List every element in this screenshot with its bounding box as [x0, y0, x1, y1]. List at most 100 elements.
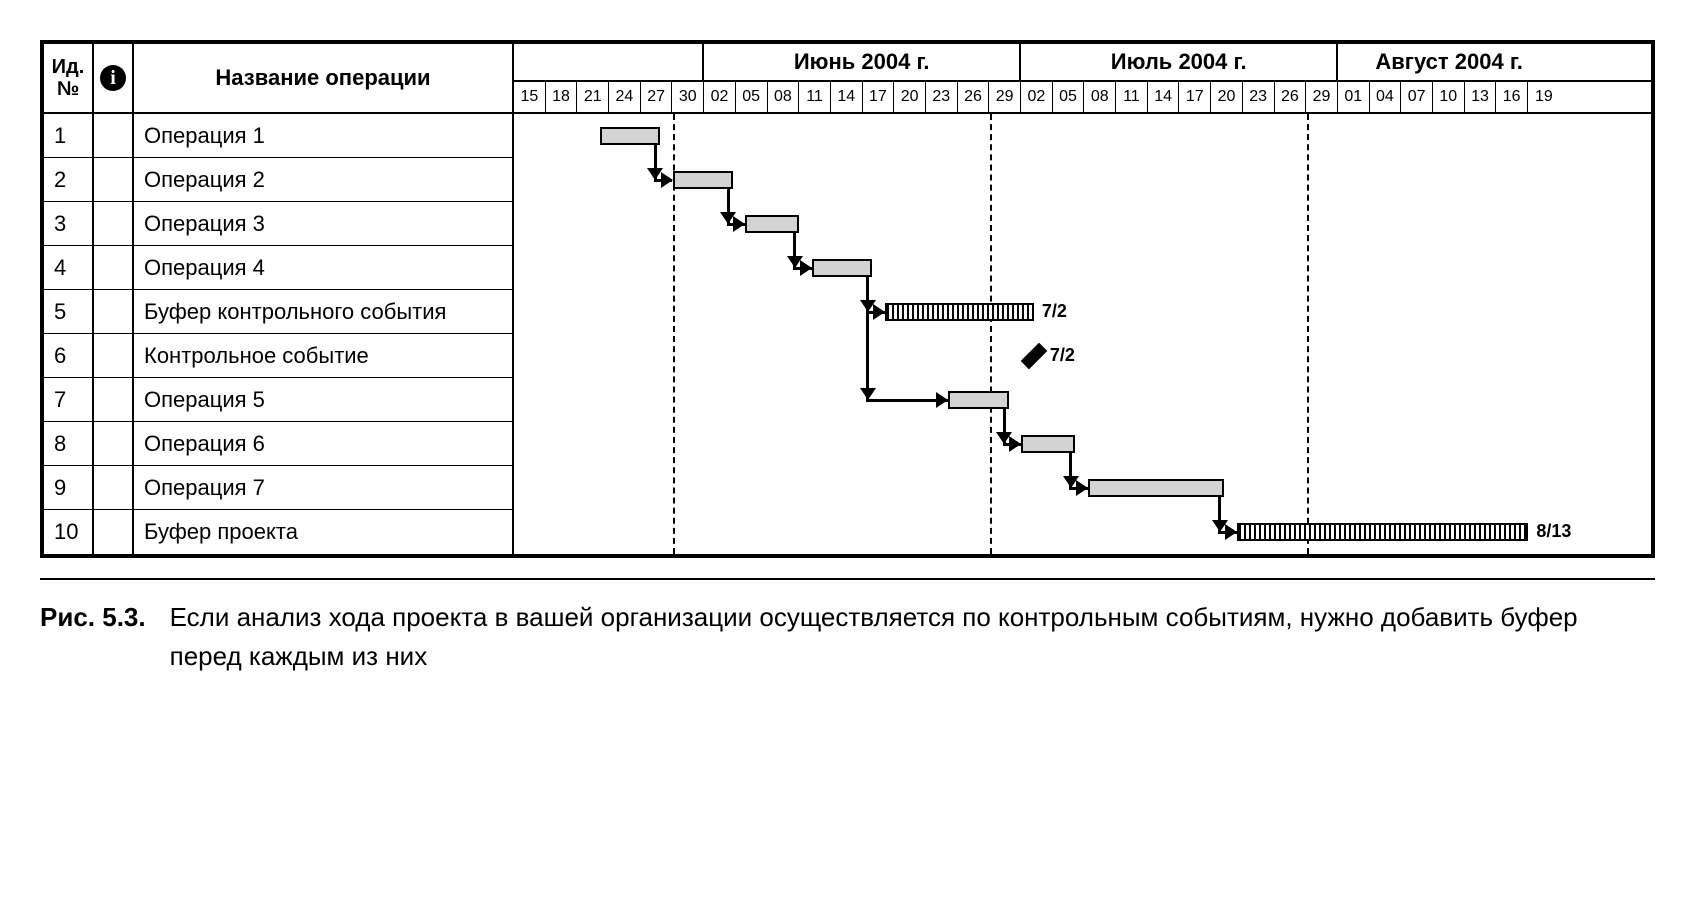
day-cell: 08 — [1084, 82, 1116, 112]
day-cell: 29 — [989, 82, 1021, 112]
day-cell: 29 — [1306, 82, 1338, 112]
day-cell: 10 — [1433, 82, 1465, 112]
cell-info — [94, 466, 134, 509]
cell-id: 10 — [44, 510, 94, 554]
day-cell: 27 — [641, 82, 673, 112]
cell-id: 6 — [44, 334, 94, 377]
cell-id: 1 — [44, 114, 94, 157]
cell-name: Операция 2 — [134, 158, 514, 201]
table-row: 4 Операция 4 — [44, 246, 514, 290]
cell-info — [94, 422, 134, 465]
table-row: 5Буфер контрольного события — [44, 290, 514, 334]
table-row: 6 Контрольное событие — [44, 334, 514, 378]
day-cell: 14 — [1148, 82, 1180, 112]
task-bar — [1088, 479, 1224, 497]
day-cell: 17 — [1179, 82, 1211, 112]
arrow-icon — [1225, 524, 1237, 540]
day-cell: 13 — [1465, 82, 1497, 112]
milestone-label: 7/2 — [1050, 345, 1075, 366]
cell-id: 2 — [44, 158, 94, 201]
day-cell: 21 — [577, 82, 609, 112]
cell-name: Контрольное событие — [134, 334, 514, 377]
day-cell: 05 — [1053, 82, 1085, 112]
task-bar — [812, 259, 872, 277]
day-cell: 23 — [926, 82, 958, 112]
cell-name: Операция 6 — [134, 422, 514, 465]
day-cell: 19 — [1528, 82, 1560, 112]
cell-name: Операция 1 — [134, 114, 514, 157]
chart-area: 7/27/28/13 — [514, 114, 1651, 554]
cell-id: 8 — [44, 422, 94, 465]
table-row: 7 Операция 5 — [44, 378, 514, 422]
chart-panel: 7/27/28/13 — [514, 114, 1651, 554]
bar-label: 7/2 — [1042, 301, 1067, 322]
month-divider — [990, 114, 992, 554]
month-cell: Август 2004 г. — [1338, 44, 1560, 80]
table-row: 8 Операция 6 — [44, 422, 514, 466]
caption-label: Рис. 5.3. — [40, 598, 146, 676]
day-cell: 02 — [1021, 82, 1053, 112]
cell-name: Буфер проекта — [134, 510, 514, 554]
cell-name: Операция 5 — [134, 378, 514, 421]
cell-name: Операция 4 — [134, 246, 514, 289]
arrow-icon — [661, 172, 673, 188]
dependency-link — [866, 275, 869, 400]
day-cell: 14 — [831, 82, 863, 112]
day-cell: 01 — [1338, 82, 1370, 112]
cell-info — [94, 202, 134, 245]
cell-id: 7 — [44, 378, 94, 421]
day-cell: 02 — [704, 82, 736, 112]
month-row: Июнь 2004 г.Июль 2004 г.Август 2004 г. — [514, 44, 1651, 82]
arrow-icon — [733, 216, 745, 232]
milestone — [1021, 343, 1048, 370]
cell-info — [94, 246, 134, 289]
day-cell: 11 — [1116, 82, 1148, 112]
col-name-header: Название операции — [134, 44, 514, 112]
info-icon: i — [100, 65, 126, 91]
table-row: 9Операция 7 — [44, 466, 514, 510]
day-cell: 18 — [546, 82, 578, 112]
cell-name: Операция 3 — [134, 202, 514, 245]
col-info-header: i — [94, 44, 134, 112]
cell-id: 5 — [44, 290, 94, 333]
header: Ид. № i Название операции Июнь 2004 г.Ию… — [44, 44, 1651, 114]
day-cell: 26 — [1275, 82, 1307, 112]
month-cell: Июль 2004 г. — [1021, 44, 1338, 80]
cell-info — [94, 510, 134, 554]
task-table: 1 Операция 1 2 Операция 2 3 Операция 3 4 Операц… — [44, 114, 514, 554]
task-bar — [673, 171, 733, 189]
day-cell: 04 — [1370, 82, 1402, 112]
figure-caption: Рис. 5.3. Если анализ хода проекта в ваш… — [40, 578, 1655, 676]
month-cell — [514, 44, 704, 80]
day-cell: 15 — [514, 82, 546, 112]
cell-id: 3 — [44, 202, 94, 245]
caption-text: Если анализ хода проекта в вашей организ… — [170, 598, 1655, 676]
day-cell: 05 — [736, 82, 768, 112]
day-cell: 20 — [894, 82, 926, 112]
gantt-body: 1 Операция 1 2 Операция 2 3 Операция 3 4 Операц… — [44, 114, 1651, 554]
month-cell: Июнь 2004 г. — [704, 44, 1021, 80]
cell-info — [94, 334, 134, 377]
buffer-bar — [1237, 523, 1529, 541]
table-row: 10 Буфер проекта — [44, 510, 514, 554]
day-row: 1518212427300205081114172023262902050811… — [514, 82, 1651, 112]
cell-info — [94, 158, 134, 201]
cell-info — [94, 114, 134, 157]
task-bar — [600, 127, 660, 145]
table-row: 1 Операция 1 — [44, 114, 514, 158]
table-row: 2 Операция 2 — [44, 158, 514, 202]
day-cell: 20 — [1211, 82, 1243, 112]
arrow-icon — [800, 260, 812, 276]
cell-id: 4 — [44, 246, 94, 289]
cell-info — [94, 378, 134, 421]
timeline-header: Июнь 2004 г.Июль 2004 г.Август 2004 г. 1… — [514, 44, 1651, 112]
task-bar — [948, 391, 1008, 409]
col-id-header: Ид. № — [44, 44, 94, 112]
day-cell: 11 — [799, 82, 831, 112]
cell-info — [94, 290, 134, 333]
day-cell: 26 — [958, 82, 990, 112]
arrow-icon — [1009, 436, 1021, 452]
arrow-icon — [936, 392, 948, 408]
month-divider — [1307, 114, 1309, 554]
arrow-icon — [1076, 480, 1088, 496]
